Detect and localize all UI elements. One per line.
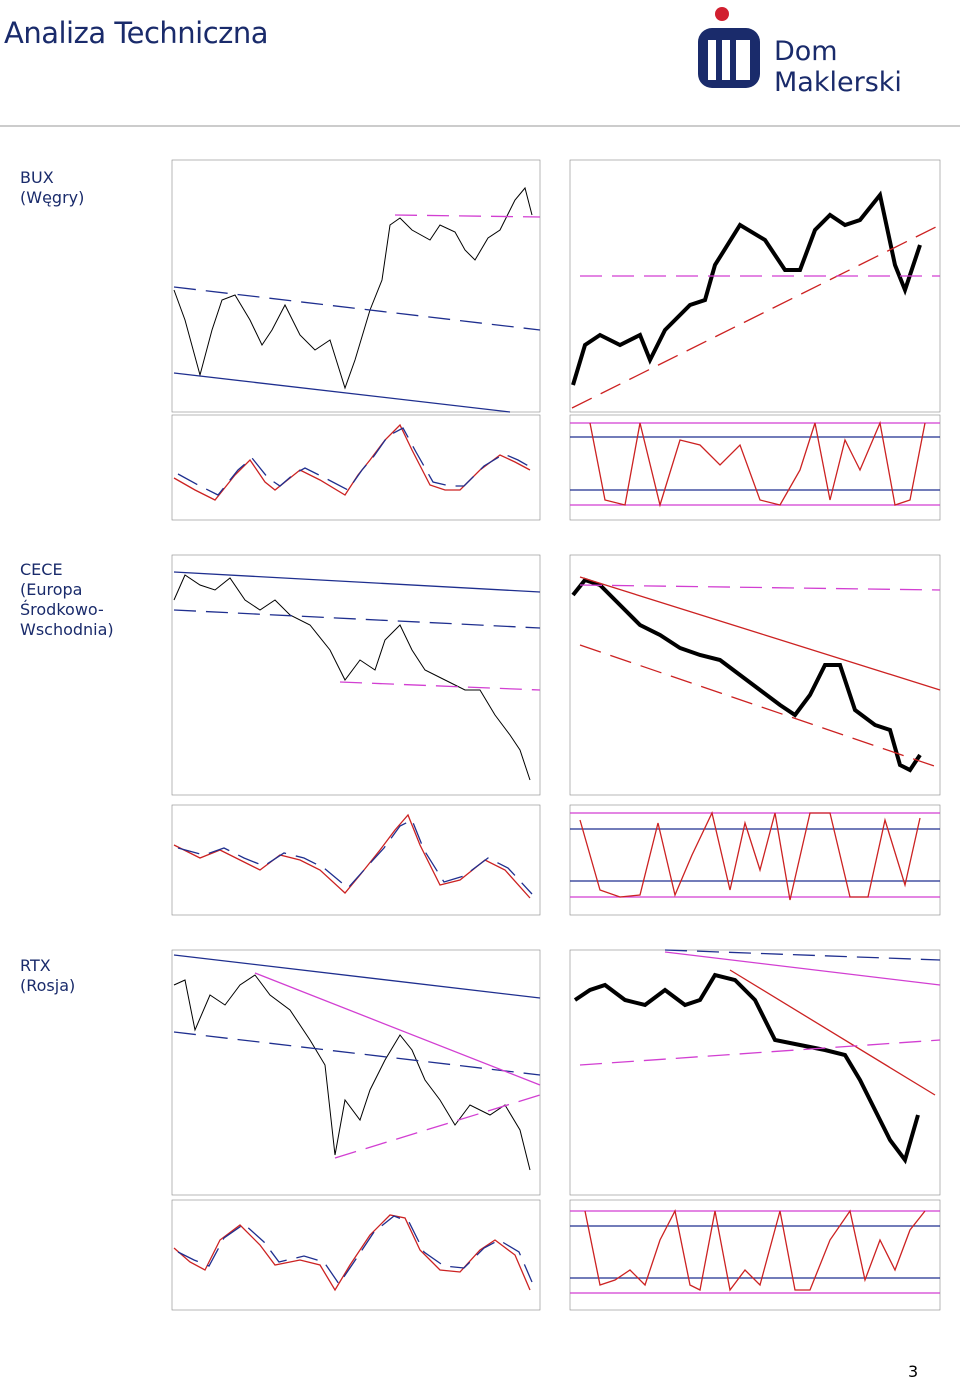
- section-region: (Węgry): [20, 188, 85, 207]
- chart-group: [171, 554, 941, 916]
- section-region: (Rosja): [20, 976, 76, 995]
- section-label: CECE (Europa Środkowo-Wschodnia): [20, 560, 160, 640]
- chart-group: [171, 159, 941, 521]
- section-label: BUX (Węgry): [20, 168, 160, 208]
- section-region: (Europa Środkowo-Wschodnia): [20, 580, 114, 639]
- section-name: RTX: [20, 956, 51, 975]
- header-title: Analiza Techniczna: [4, 16, 269, 50]
- section-name: BUX: [20, 168, 54, 187]
- section-name: CECE: [20, 560, 63, 579]
- chart-group: [171, 949, 941, 1311]
- page-number: 3: [908, 1362, 919, 1379]
- section-label: RTX (Rosja): [20, 956, 160, 996]
- brand: Dom Maklerski: [774, 36, 902, 98]
- logo: [698, 7, 760, 88]
